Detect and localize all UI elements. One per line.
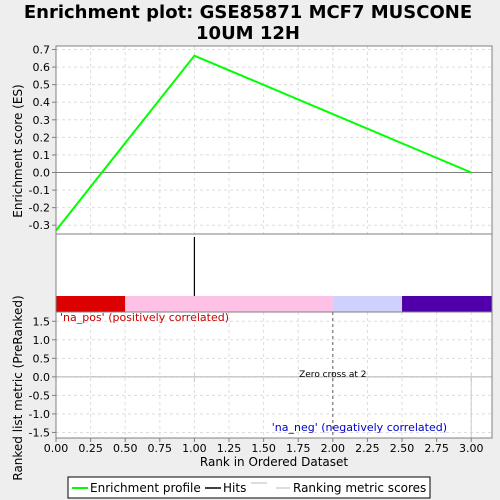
es-tick-label-0: -0.3 — [29, 219, 50, 232]
es-panel — [56, 46, 492, 234]
rank-ylabel: Ranked list metric (PreRanked) — [11, 295, 25, 480]
rank-panel-frame — [55, 311, 493, 439]
es-tick-label-7: 0.4 — [33, 96, 51, 109]
x-tick-label-12: 3.00 — [459, 442, 484, 455]
es-tick-label-9: 0.6 — [33, 61, 51, 74]
x-tick-label-11: 2.75 — [424, 442, 449, 455]
chart-title-line-2: 10UM 12H — [196, 23, 300, 44]
color-bar-segment-2 — [332, 296, 403, 312]
rank-tick-label-2: -0.5 — [29, 389, 50, 402]
x-tick-label-7: 1.75 — [286, 442, 311, 455]
zero-cross-label: Zero cross at 2 — [299, 370, 366, 380]
hits-panel — [56, 234, 492, 296]
x-tick-label-10: 2.50 — [390, 442, 415, 455]
es-tick-label-5: 0.2 — [33, 131, 51, 144]
es-tick-label-2: -0.1 — [29, 184, 50, 197]
legend: Enrichment profile Hits Ranking metric s… — [67, 476, 431, 499]
es-tick-label-1: -0.2 — [29, 202, 50, 215]
x-tick-label-6: 1.50 — [251, 442, 276, 455]
x-tick-label-0: 0.00 — [44, 442, 69, 455]
legend-label-hits: Hits — [223, 481, 246, 495]
x-tick-label-5: 1.25 — [217, 442, 242, 455]
x-tick-label-9: 2.25 — [355, 442, 380, 455]
x-tick-label-8: 2.00 — [321, 442, 346, 455]
pos-label: 'na_pos' (positively correlated) — [60, 311, 229, 324]
color-bar-segment-3 — [402, 296, 492, 312]
es-tick-label-8: 0.5 — [33, 79, 51, 92]
x-tick-label-1: 0.25 — [78, 442, 103, 455]
color-bar — [56, 296, 492, 312]
rank-tick-label-4: 0.5 — [33, 352, 51, 365]
legend-label-ranking: Ranking metric scores — [293, 481, 426, 495]
chart-title-line-1: Enrichment plot: GSE85871 MCF7 MUSCONE — [24, 2, 472, 23]
x-tick-label-2: 0.50 — [113, 442, 138, 455]
rank-tick-label-6: 1.5 — [33, 315, 51, 328]
es-tick-label-4: 0.1 — [33, 149, 51, 162]
rank-tick-label-1: -1.0 — [29, 408, 50, 421]
enrichment-profile-line — [55, 54, 472, 232]
rank-tick-label-5: 1.0 — [33, 334, 51, 347]
neg-label: 'na_neg' (negatively correlated) — [272, 421, 447, 434]
x-tick-label-4: 1.00 — [182, 442, 207, 455]
es-tick-label-3: 0.0 — [33, 167, 51, 180]
rank-tick-label-3: 0.0 — [33, 371, 51, 384]
es-tick-label-10: 0.7 — [33, 44, 51, 57]
es-tick-label-6: 0.3 — [33, 114, 51, 127]
color-bar-segment-0 — [56, 296, 126, 312]
color-bar-segment-1 — [125, 296, 333, 312]
x-axis-label: Rank in Ordered Dataset — [200, 455, 348, 469]
es-ylabel: Enrichment score (ES) — [11, 84, 25, 217]
legend-label-enrichment: Enrichment profile — [90, 481, 201, 495]
x-tick-label-3: 0.75 — [148, 442, 173, 455]
rank-tick-label-0: -1.5 — [29, 426, 50, 439]
rank-panel — [56, 312, 492, 438]
